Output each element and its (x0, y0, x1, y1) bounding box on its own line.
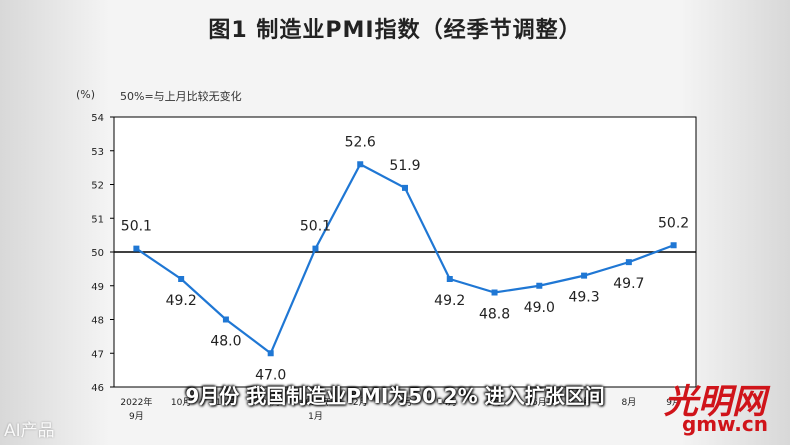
y-tick-label: 50 (91, 248, 104, 259)
data-label: 48.8 (479, 307, 510, 323)
data-point (625, 259, 632, 266)
x-tick-label: 5月 (487, 397, 502, 408)
y-tick-label: 52 (91, 181, 104, 192)
video-subtitle: 9月份 我国制造业PMI为50.2% 进入扩张区间 (185, 384, 605, 408)
data-label: 50.1 (121, 219, 152, 235)
data-point (267, 350, 274, 357)
x-tick-label: 3月 (398, 397, 413, 408)
x-tick-label: 8月 (621, 397, 636, 408)
data-point (581, 272, 588, 279)
y-tick-label: 47 (91, 349, 104, 360)
brand-logo: 光明网 gmw.cn (646, 372, 776, 436)
x-tick-label: 2月 (353, 397, 368, 408)
data-label: 49.0 (524, 300, 555, 316)
data-label: 49.2 (166, 293, 197, 309)
x-tick-label: 10月 (171, 397, 191, 408)
y-tick-label: 49 (91, 282, 104, 293)
chart-title: 图1 制造业PMI指数（经季节调整） (208, 18, 582, 43)
y-tick-label: 53 (91, 147, 104, 158)
x-tick-label: 2023年 (300, 396, 332, 408)
data-point (491, 289, 498, 296)
brand-logo-domain: gmw.cn (681, 412, 768, 436)
data-point (133, 245, 140, 252)
y-tick-label: 46 (91, 383, 104, 394)
y-tick-label: 54 (91, 113, 104, 124)
x-tick-label: 12月 (260, 397, 280, 408)
data-label: 47.0 (255, 367, 286, 383)
data-point (178, 276, 185, 282)
data-label: 49.3 (568, 290, 599, 306)
data-label: 49.2 (434, 293, 465, 309)
y-tick-label: 48 (91, 316, 104, 327)
x-tick-label: 6月 (532, 397, 547, 408)
brand-logo-mark: 光明网 (664, 382, 766, 422)
right-vignette (680, 0, 790, 445)
x-tick-label: 9月 (666, 397, 681, 408)
left-vignette (0, 0, 110, 445)
data-label: 50.2 (658, 215, 689, 231)
data-point (222, 316, 229, 323)
x-tick-label: 9月 (129, 411, 144, 422)
data-point (402, 184, 408, 191)
y-axis-unit: (%) (76, 88, 96, 101)
x-tick-label: 2022年 (120, 396, 152, 408)
data-point (670, 242, 677, 249)
data-point (357, 161, 364, 168)
data-point (446, 276, 453, 282)
ai-watermark: AI产品 (4, 421, 55, 441)
data-label: 52.6 (345, 134, 376, 150)
data-label: 50.1 (300, 219, 331, 235)
data-point (312, 245, 319, 252)
data-label: 49.7 (613, 276, 644, 292)
data-label: 48.0 (210, 334, 241, 350)
chart-note: 50%=与上月比较无变化 (120, 90, 242, 103)
y-tick-label: 51 (91, 214, 104, 225)
x-tick-label: 4月 (442, 397, 457, 408)
x-tick-label: 11月 (216, 397, 236, 408)
x-tick-label: 7月 (577, 397, 592, 408)
data-label: 51.9 (389, 158, 420, 174)
data-point (536, 282, 543, 289)
x-tick-label: 1月 (308, 411, 323, 422)
